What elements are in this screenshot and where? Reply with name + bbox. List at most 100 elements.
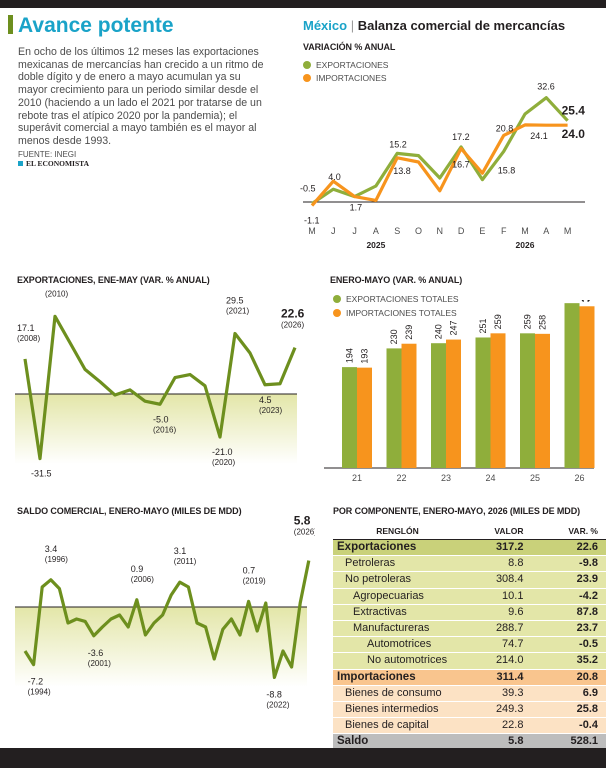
components-table-wrap: RENGLÓN VALOR VAR. % Exportaciones 317.2 2… — [333, 523, 606, 750]
row-label: Exportaciones — [337, 541, 417, 554]
year-label: (2010) — [45, 289, 68, 298]
x-tick-label: F — [501, 226, 507, 236]
row-value: 317.2 — [495, 541, 524, 554]
bar-imports — [535, 333, 550, 468]
bar-imports — [401, 343, 417, 468]
table-row: Extractivas 9.6 87.8 — [333, 604, 606, 621]
value-label: -21.0 — [212, 447, 233, 457]
legend-swatch-green — [333, 295, 341, 303]
year-label: (2001) — [88, 659, 111, 668]
bar-exports — [520, 333, 535, 468]
value-label: 15.8 — [498, 165, 516, 175]
bar-imports — [490, 333, 506, 468]
table-row: Agropecuarias 10.1 -4.2 — [333, 588, 606, 605]
value-label: 16.7 — [452, 160, 470, 170]
bar-imports — [446, 339, 461, 468]
x-tick-label: 26 — [574, 473, 584, 483]
row-change: -4.2 — [579, 589, 598, 602]
bar-value-label: 251 — [478, 318, 488, 333]
page-title: Avance potente — [8, 14, 174, 38]
legend-label: EXPORTACIONES — [316, 60, 389, 70]
col-header: VAR. % — [568, 526, 598, 536]
x-tick-label: E — [479, 226, 485, 236]
bar-value-label: 230 — [389, 329, 399, 344]
value-label: 3.4 — [45, 544, 58, 554]
value-label: 20.8 — [496, 123, 514, 133]
year-label: (2026) — [281, 321, 304, 330]
intro-text: En ocho de los últimos 12 meses las expo… — [18, 46, 264, 147]
value-label: 29.5 — [226, 296, 244, 306]
bar-exports — [342, 367, 357, 468]
header: México | Balanza comercial de mercancías — [303, 18, 566, 33]
legend-label: IMPORTACIONES TOTALES — [346, 308, 457, 318]
legend-exports-total: EXPORTACIONES TOTALES — [333, 294, 459, 304]
brand-logo: EL ECONOMISTA — [18, 159, 89, 168]
bar-value-label: 258 — [538, 315, 548, 330]
x-tick-label: N — [437, 226, 444, 236]
row-change: 22.6 — [576, 541, 598, 554]
bar-value-label: 194 — [345, 348, 355, 363]
row-label: Agropecuarias — [353, 589, 424, 602]
table-row: Saldo 5.8 528.1 — [333, 733, 606, 750]
header-topic: Balanza comercial de mercancías — [357, 18, 566, 33]
value-label: 25.4 — [562, 104, 586, 118]
row-change: 23.7 — [576, 622, 598, 635]
row-value: 22.8 — [502, 719, 524, 732]
source-note: FUENTE: INEGI — [18, 150, 77, 159]
bar-value-label: 193 — [360, 349, 370, 364]
bar-exports — [564, 303, 580, 468]
negative-zone — [15, 394, 297, 464]
table-row: Bienes de capital 22.8 -0.4 — [333, 717, 606, 734]
value-label: 15.2 — [389, 139, 407, 149]
x-tick-label: J — [331, 226, 336, 236]
row-value: 74.7 — [502, 638, 524, 651]
monthly-chart: -0.5 -1.1 4.0 1.7 15.2 13.8 17.2 16.7 15.8 20.8 32… — [300, 82, 586, 250]
x-tick-label: J — [352, 226, 357, 236]
col-header: RENGLÓN — [376, 526, 419, 536]
row-label: Automotrices — [367, 638, 432, 651]
row-change: 20.8 — [576, 670, 598, 683]
x-tick-label: M — [521, 226, 529, 236]
year-label: 2025 — [366, 240, 385, 250]
row-label: Bienes de capital — [345, 719, 429, 732]
legend-imports-total: IMPORTACIONES TOTALES — [333, 308, 457, 318]
year-label: (2008) — [17, 334, 40, 343]
x-tick-label: D — [458, 226, 465, 236]
row-label: Extractivas — [353, 605, 407, 618]
bar-value-label: 240 — [434, 324, 444, 339]
brand-name: EL ECONOMISTA — [26, 159, 89, 168]
value-label: 24.0 — [562, 127, 586, 141]
series-line — [23, 560, 311, 679]
row-change: 6.9 — [582, 686, 598, 699]
x-tick-label: 22 — [396, 473, 406, 483]
legend-exports: EXPORTACIONES — [303, 60, 388, 70]
x-tick-label: S — [394, 226, 400, 236]
bar-exports — [431, 343, 446, 468]
bottom-bar — [0, 748, 606, 768]
value-label: -31.5 — [31, 469, 52, 478]
row-change: 25.8 — [576, 702, 598, 715]
x-tick-label: O — [415, 226, 422, 236]
year-label: (2006) — [131, 575, 154, 584]
value-label: 17.2 — [452, 132, 470, 142]
bar-imports — [579, 306, 595, 468]
legend-label: IMPORTACIONES — [316, 73, 387, 83]
bar-exports — [386, 348, 402, 468]
row-change: -0.5 — [579, 638, 598, 651]
year-label: (2020) — [212, 458, 235, 467]
row-change: 23.9 — [576, 573, 598, 586]
header-country: México — [303, 18, 348, 33]
row-value: 9.6 — [508, 605, 524, 618]
row-label: Bienes de consumo — [345, 686, 442, 699]
value-label: 4.5 — [259, 395, 272, 405]
value-label: 4.0 — [328, 172, 341, 182]
row-label: Importaciones — [337, 670, 416, 683]
bar-value-label: 259 — [493, 314, 503, 329]
bars-chart-title: ENERO-MAYO (VAR. % ANUAL) — [330, 275, 463, 285]
value-label: -5.0 — [153, 414, 169, 424]
balance-chart-title: SALDO COMERCIAL, ENERO-MAYO (MILES DE MD… — [17, 506, 242, 516]
table-row: Exportaciones 317.2 22.6 — [333, 539, 606, 556]
balance-chart: -7.2(1994) 3.4(1996) -3.6(2001) 0.9(2006) 3.… — [15, 515, 315, 709]
value-label: 32.6 — [537, 82, 555, 92]
legend-swatch-orange — [333, 309, 341, 317]
